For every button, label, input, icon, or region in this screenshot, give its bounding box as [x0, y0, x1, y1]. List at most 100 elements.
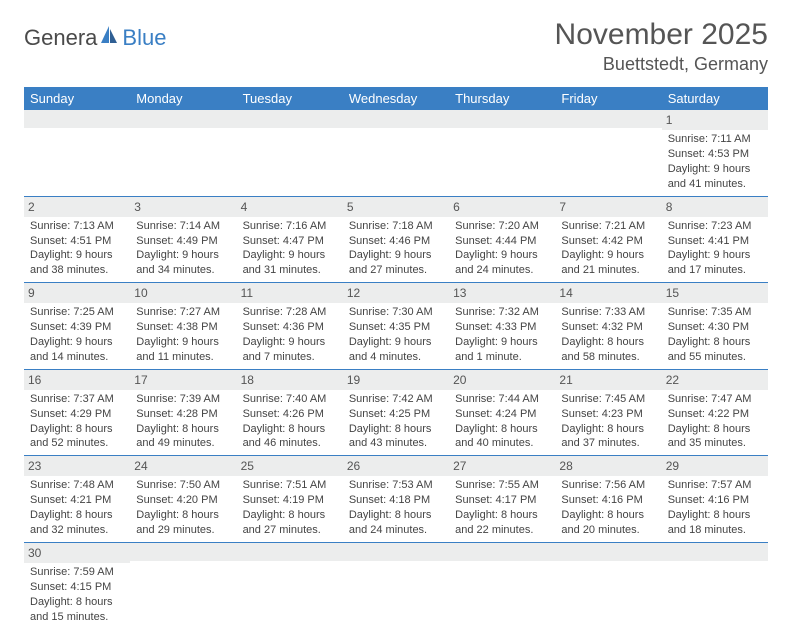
cell-day1: Daylight: 9 hours — [243, 248, 337, 263]
cell-day2: and 29 minutes. — [136, 523, 230, 538]
day-number: 29 — [662, 456, 768, 476]
month-title: November 2025 — [555, 18, 768, 52]
day-number: 28 — [555, 456, 661, 476]
cell-sunset: Sunset: 4:21 PM — [30, 493, 124, 508]
day-number: 21 — [555, 370, 661, 390]
cell-sunrise: Sunrise: 7:25 AM — [30, 305, 124, 320]
cell-sunrise: Sunrise: 7:16 AM — [243, 219, 337, 234]
calendar-cell: 21Sunrise: 7:45 AMSunset: 4:23 PMDayligh… — [555, 369, 661, 456]
cell-day2: and 22 minutes. — [455, 523, 549, 538]
day-number-blank — [555, 543, 661, 561]
cell-day2: and 21 minutes. — [561, 263, 655, 278]
cell-sunrise: Sunrise: 7:30 AM — [349, 305, 443, 320]
cell-day2: and 37 minutes. — [561, 436, 655, 451]
day-number: 26 — [343, 456, 449, 476]
cell-sunset: Sunset: 4:35 PM — [349, 320, 443, 335]
cell-sunrise: Sunrise: 7:45 AM — [561, 392, 655, 407]
cell-sunset: Sunset: 4:19 PM — [243, 493, 337, 508]
cell-sunrise: Sunrise: 7:44 AM — [455, 392, 549, 407]
cell-day2: and 20 minutes. — [561, 523, 655, 538]
cell-sunset: Sunset: 4:20 PM — [136, 493, 230, 508]
calendar-row: 16Sunrise: 7:37 AMSunset: 4:29 PMDayligh… — [24, 369, 768, 456]
cell-sunset: Sunset: 4:44 PM — [455, 234, 549, 249]
cell-day2: and 41 minutes. — [668, 177, 762, 192]
cell-sunrise: Sunrise: 7:28 AM — [243, 305, 337, 320]
calendar-row: 30Sunrise: 7:59 AMSunset: 4:15 PMDayligh… — [24, 542, 768, 628]
cell-day1: Daylight: 9 hours — [243, 335, 337, 350]
cell-sunrise: Sunrise: 7:59 AM — [30, 565, 124, 580]
calendar-cell — [343, 110, 449, 196]
day-number: 27 — [449, 456, 555, 476]
cell-day2: and 1 minute. — [455, 350, 549, 365]
cell-day1: Daylight: 9 hours — [136, 248, 230, 263]
cell-day2: and 32 minutes. — [30, 523, 124, 538]
calendar-cell: 10Sunrise: 7:27 AMSunset: 4:38 PMDayligh… — [130, 283, 236, 370]
calendar-cell: 16Sunrise: 7:37 AMSunset: 4:29 PMDayligh… — [24, 369, 130, 456]
calendar-row: 2Sunrise: 7:13 AMSunset: 4:51 PMDaylight… — [24, 196, 768, 283]
weekday-header: Wednesday — [343, 87, 449, 110]
day-number: 12 — [343, 283, 449, 303]
cell-day2: and 34 minutes. — [136, 263, 230, 278]
calendar-cell: 2Sunrise: 7:13 AMSunset: 4:51 PMDaylight… — [24, 196, 130, 283]
calendar-cell: 25Sunrise: 7:51 AMSunset: 4:19 PMDayligh… — [237, 456, 343, 543]
cell-sunrise: Sunrise: 7:13 AM — [30, 219, 124, 234]
cell-day1: Daylight: 8 hours — [30, 595, 124, 610]
day-number-blank — [237, 110, 343, 128]
calendar-cell: 28Sunrise: 7:56 AMSunset: 4:16 PMDayligh… — [555, 456, 661, 543]
calendar-cell: 4Sunrise: 7:16 AMSunset: 4:47 PMDaylight… — [237, 196, 343, 283]
cell-sunset: Sunset: 4:33 PM — [455, 320, 549, 335]
cell-day1: Daylight: 9 hours — [30, 335, 124, 350]
cell-sunset: Sunset: 4:28 PM — [136, 407, 230, 422]
logo: Genera Blue — [24, 18, 166, 52]
calendar-cell: 20Sunrise: 7:44 AMSunset: 4:24 PMDayligh… — [449, 369, 555, 456]
cell-sunrise: Sunrise: 7:21 AM — [561, 219, 655, 234]
cell-sunset: Sunset: 4:46 PM — [349, 234, 443, 249]
cell-day1: Daylight: 8 hours — [30, 508, 124, 523]
cell-day1: Daylight: 9 hours — [668, 248, 762, 263]
calendar-cell: 23Sunrise: 7:48 AMSunset: 4:21 PMDayligh… — [24, 456, 130, 543]
cell-day2: and 17 minutes. — [668, 263, 762, 278]
cell-sunset: Sunset: 4:36 PM — [243, 320, 337, 335]
cell-sunset: Sunset: 4:51 PM — [30, 234, 124, 249]
calendar-row: 23Sunrise: 7:48 AMSunset: 4:21 PMDayligh… — [24, 456, 768, 543]
day-number: 8 — [662, 197, 768, 217]
cell-sunset: Sunset: 4:22 PM — [668, 407, 762, 422]
cell-sunset: Sunset: 4:47 PM — [243, 234, 337, 249]
cell-day1: Daylight: 8 hours — [243, 508, 337, 523]
calendar-cell — [237, 110, 343, 196]
calendar-cell: 5Sunrise: 7:18 AMSunset: 4:46 PMDaylight… — [343, 196, 449, 283]
cell-day2: and 24 minutes. — [455, 263, 549, 278]
calendar-body: 1Sunrise: 7:11 AMSunset: 4:53 PMDaylight… — [24, 110, 768, 628]
cell-day1: Daylight: 9 hours — [349, 335, 443, 350]
calendar-cell — [130, 542, 236, 628]
day-number: 25 — [237, 456, 343, 476]
cell-day1: Daylight: 9 hours — [136, 335, 230, 350]
cell-sunset: Sunset: 4:25 PM — [349, 407, 443, 422]
day-number: 5 — [343, 197, 449, 217]
calendar-cell — [343, 542, 449, 628]
cell-sunrise: Sunrise: 7:27 AM — [136, 305, 230, 320]
cell-sunrise: Sunrise: 7:14 AM — [136, 219, 230, 234]
day-number-blank — [130, 543, 236, 561]
day-number: 10 — [130, 283, 236, 303]
day-number: 3 — [130, 197, 236, 217]
cell-day1: Daylight: 8 hours — [561, 335, 655, 350]
cell-day1: Daylight: 8 hours — [136, 422, 230, 437]
cell-sunrise: Sunrise: 7:53 AM — [349, 478, 443, 493]
cell-day1: Daylight: 9 hours — [349, 248, 443, 263]
cell-day2: and 14 minutes. — [30, 350, 124, 365]
cell-day2: and 7 minutes. — [243, 350, 337, 365]
cell-sunrise: Sunrise: 7:35 AM — [668, 305, 762, 320]
title-block: November 2025 Buettstedt, Germany — [555, 18, 768, 75]
cell-day2: and 38 minutes. — [30, 263, 124, 278]
cell-day1: Daylight: 8 hours — [455, 508, 549, 523]
calendar-cell — [449, 542, 555, 628]
cell-day1: Daylight: 8 hours — [561, 422, 655, 437]
cell-day1: Daylight: 8 hours — [243, 422, 337, 437]
cell-day2: and 49 minutes. — [136, 436, 230, 451]
cell-day1: Daylight: 9 hours — [455, 248, 549, 263]
cell-day1: Daylight: 8 hours — [349, 508, 443, 523]
calendar-row: 1Sunrise: 7:11 AMSunset: 4:53 PMDaylight… — [24, 110, 768, 196]
calendar-cell — [130, 110, 236, 196]
cell-day2: and 52 minutes. — [30, 436, 124, 451]
